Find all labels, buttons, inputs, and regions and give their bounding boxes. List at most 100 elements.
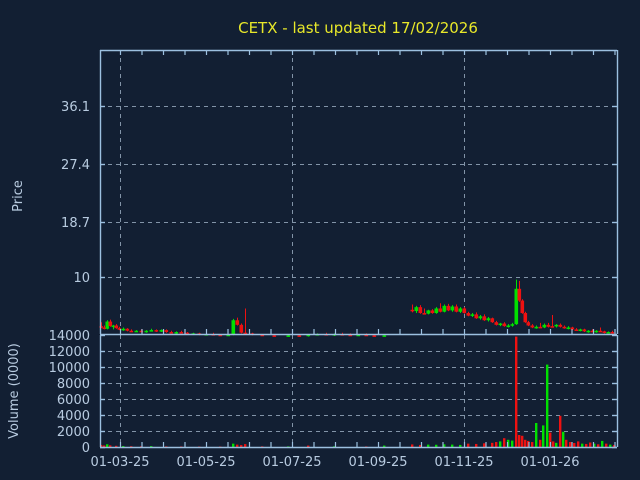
- candle-body: [514, 288, 519, 325]
- candle-body: [139, 330, 144, 333]
- axis-lines: [99, 49, 619, 449]
- candle-body: [446, 305, 451, 311]
- candle-body: [474, 314, 479, 319]
- candle-body: [470, 314, 475, 316]
- candle-body: [134, 330, 139, 333]
- volume-bar: [122, 446, 125, 448]
- candle-body: [235, 320, 240, 325]
- candle-body: [179, 332, 184, 334]
- volume-bar: [549, 432, 552, 447]
- volume-bar: [515, 336, 518, 447]
- volume-tick-label: 2000: [57, 425, 90, 440]
- candle-body: [108, 321, 113, 327]
- volume-bar: [451, 444, 454, 447]
- candle-body: [550, 326, 555, 328]
- volume-bar: [333, 446, 336, 448]
- volume-tick-label: 4000: [57, 409, 90, 424]
- candle-body: [526, 322, 531, 326]
- volume-bar: [475, 443, 478, 447]
- candle-body: [442, 305, 447, 312]
- candle-body: [159, 330, 164, 332]
- candle-body: [570, 327, 575, 330]
- volume-bar: [577, 441, 580, 447]
- volume-bar: [109, 445, 112, 447]
- candle-body: [226, 334, 231, 337]
- volume-bar: [236, 444, 239, 447]
- candle-body: [102, 327, 107, 330]
- candle-body: [534, 326, 539, 329]
- candle-body: [154, 330, 159, 332]
- candle-body: [164, 330, 169, 333]
- candle-body: [494, 322, 499, 325]
- price-tick-label: 27.4: [61, 158, 90, 173]
- volume-bar: [546, 364, 549, 447]
- x-tick-label: 01-03-25: [90, 455, 149, 470]
- candle-body: [450, 306, 455, 311]
- volume-bar: [527, 440, 530, 447]
- volume-bar: [115, 445, 118, 447]
- candle-body: [121, 328, 126, 331]
- x-tick-label: 01-05-25: [176, 455, 235, 470]
- volume-bar: [140, 446, 143, 448]
- volume-bar: [383, 445, 386, 447]
- volume-bar: [539, 439, 542, 447]
- volume-bar: [593, 443, 596, 447]
- volume-bar: [130, 446, 133, 448]
- candle-body: [578, 329, 583, 332]
- volume-bar: [244, 444, 247, 447]
- candle-body: [111, 325, 116, 328]
- candle-body: [510, 324, 515, 326]
- candle-body: [348, 334, 353, 337]
- candle-body: [598, 330, 603, 333]
- candle-body: [185, 332, 190, 335]
- volume-bar: [483, 443, 486, 447]
- volume-bar: [613, 444, 616, 447]
- candle-body: [418, 307, 423, 314]
- volume-tick-label: 14000: [49, 329, 90, 344]
- candle-body: [530, 325, 535, 328]
- volume-bar: [573, 443, 576, 447]
- volume-bar: [507, 439, 510, 447]
- candle-body: [538, 326, 543, 329]
- candle-body: [272, 335, 277, 337]
- candle-body: [286, 335, 291, 337]
- volume-bar-series: [100, 336, 616, 448]
- candle-body: [117, 328, 122, 330]
- candle-body: [382, 335, 387, 337]
- candle-body: [356, 334, 361, 337]
- x-tick-label: 01-07-25: [262, 455, 321, 470]
- candle-body: [169, 332, 174, 334]
- volume-bar: [565, 439, 568, 447]
- volume-bar: [467, 443, 470, 447]
- price-tick-label: 36.1: [61, 100, 90, 115]
- volume-bar: [103, 445, 106, 447]
- chart-title: CETX - last updated 17/02/2026: [238, 19, 478, 37]
- volume-bar: [495, 442, 498, 447]
- volume-bar: [597, 444, 600, 447]
- volume-bar: [106, 444, 109, 447]
- volume-bar: [524, 439, 527, 447]
- volume-axis-title: Volume (0000): [7, 343, 22, 439]
- candle-body: [129, 330, 134, 333]
- volume-bar: [411, 444, 414, 447]
- candle-body: [546, 324, 551, 327]
- candle-body: [594, 330, 599, 333]
- volume-tick-label: 8000: [57, 377, 90, 392]
- candle-body: [149, 330, 154, 332]
- candle-body: [422, 313, 427, 315]
- candle-body: [364, 334, 369, 337]
- volume-bar: [581, 443, 584, 447]
- volume-bar: [443, 444, 446, 447]
- candle-body: [490, 318, 495, 323]
- volume-bar: [419, 444, 422, 447]
- price-axis-title: Price: [11, 180, 26, 212]
- volume-bar: [499, 441, 502, 447]
- candle-body: [582, 329, 587, 332]
- axis-tick-marks: [100, 50, 617, 449]
- candle-body: [558, 324, 563, 327]
- volume-tick-label: 0: [82, 441, 90, 456]
- volume-bar: [427, 444, 430, 447]
- candle-body: [434, 308, 439, 314]
- volume-bar: [521, 435, 524, 447]
